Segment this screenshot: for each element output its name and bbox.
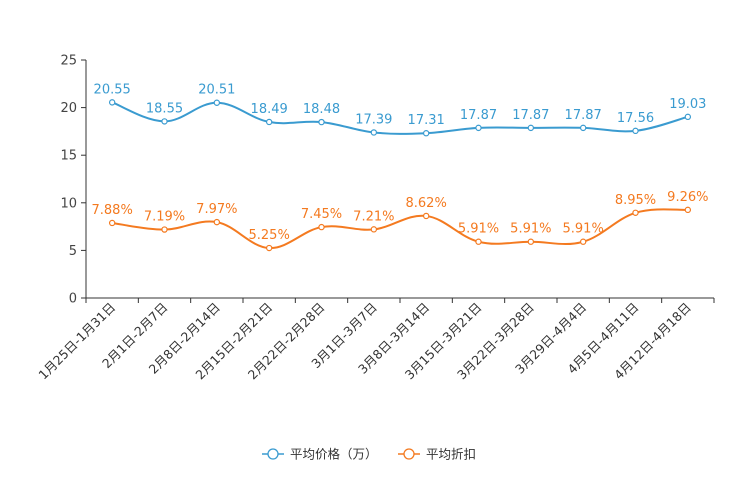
data-label: 7.45% <box>301 207 342 222</box>
data-point <box>108 219 116 227</box>
data-label: 7.97% <box>196 202 237 217</box>
data-point <box>265 118 273 126</box>
data-point <box>475 124 482 132</box>
data-label: 8.95% <box>615 193 656 208</box>
data-label: 5.91% <box>458 222 499 237</box>
data-label: 7.88% <box>92 203 133 218</box>
data-point <box>422 212 430 220</box>
data-point <box>684 206 692 214</box>
data-label: 19.03 <box>669 97 706 112</box>
data-point <box>579 238 587 245</box>
data-label: 17.87 <box>512 108 549 123</box>
data-point <box>108 99 116 106</box>
data-point <box>318 223 325 231</box>
data-label: 5.91% <box>510 222 551 237</box>
data-label: 7.19% <box>144 210 185 225</box>
data-label: 20.55 <box>94 82 131 97</box>
data-point <box>265 244 273 252</box>
x-category-label: 1月25日-1月31日 <box>35 300 118 383</box>
data-point <box>632 209 639 216</box>
data-point <box>161 118 168 125</box>
legend-label: 平均折扣 <box>426 447 476 462</box>
data-point <box>475 238 482 245</box>
data-point <box>161 226 168 233</box>
y-tick-label: 0 <box>69 292 77 307</box>
y-tick-label: 15 <box>60 149 77 164</box>
data-label: 18.48 <box>303 102 340 117</box>
legend-marker-icon <box>267 448 279 460</box>
y-tick-label: 25 <box>60 54 77 69</box>
data-point <box>579 124 587 132</box>
legend-item-0: 平均价格（万） <box>262 447 378 462</box>
data-label: 18.49 <box>251 102 288 117</box>
data-label: 17.56 <box>617 111 654 126</box>
data-label: 7.21% <box>353 209 394 224</box>
data-point <box>213 218 221 226</box>
data-point <box>527 238 535 245</box>
series-line-0 <box>111 101 689 135</box>
series-line-1 <box>112 208 688 250</box>
data-label: 17.31 <box>408 113 445 128</box>
legend-marker-icon <box>403 448 415 460</box>
data-label: 9.26% <box>667 190 708 205</box>
data-label: 5.91% <box>563 222 604 237</box>
data-point <box>318 118 325 126</box>
data-label: 20.51 <box>198 83 235 98</box>
data-point <box>370 226 378 233</box>
y-tick-label: 10 <box>60 196 77 211</box>
data-point <box>527 124 535 132</box>
legend-item-1: 平均折扣 <box>398 447 476 462</box>
y-tick-label: 20 <box>60 101 77 116</box>
data-label: 5.25% <box>249 228 290 243</box>
data-label: 18.55 <box>146 101 183 116</box>
data-point <box>422 130 430 137</box>
y-tick-label: 5 <box>69 244 77 259</box>
data-label: 8.62% <box>406 196 447 211</box>
data-point <box>684 113 692 121</box>
data-point <box>213 99 221 106</box>
data-label: 17.87 <box>460 108 497 123</box>
data-label: 17.39 <box>355 112 392 127</box>
data-point <box>632 127 639 135</box>
data-label: 17.87 <box>565 108 602 123</box>
data-point <box>370 129 378 136</box>
legend-label: 平均价格（万） <box>290 447 378 462</box>
